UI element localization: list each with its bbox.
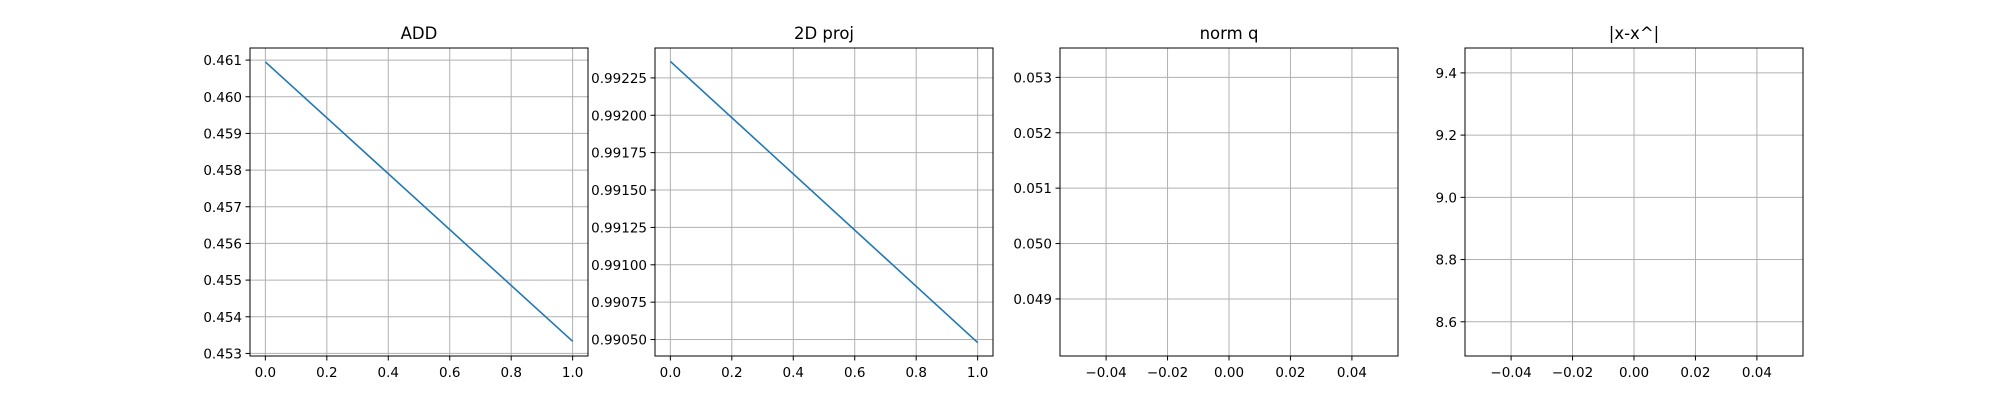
subplot-1: 0.0 0.2 0.4 0.6 0.8 1.0 0.453 0.454 0.455 0.456 0.…	[203, 24, 589, 381]
y-tick-label: 0.99175	[591, 146, 647, 162]
x-tick-label: 1.0	[967, 365, 988, 381]
y-tick-label: 0.453	[203, 346, 242, 362]
x-tick-label: 0.6	[439, 365, 460, 381]
x-tick-label: 0.6	[844, 365, 865, 381]
y-tick-label: 0.460	[203, 90, 242, 106]
y-tick-label: 0.053	[1013, 70, 1052, 86]
subplot-4: −0.04 −0.02 0.00 0.02 0.04 8.6 8.8 9.0 9.2 9.4 |x-…	[1436, 24, 1804, 381]
axes-frame	[249, 47, 589, 357]
axes-frame	[1464, 47, 1804, 357]
y-tick-label: 0.457	[203, 200, 242, 216]
x-tick-label: 0.04	[1337, 365, 1367, 381]
x-tick-label: 0.0	[660, 365, 681, 381]
x-tick-label: −0.04	[1490, 365, 1531, 381]
x-tick-label: 0.00	[1619, 365, 1649, 381]
chart-title: 2D proj	[794, 24, 854, 43]
x-tick-label: 1.0	[562, 365, 583, 381]
y-tick-label: 0.049	[1013, 292, 1052, 308]
x-tick-label: 0.02	[1680, 365, 1710, 381]
axes-frame	[1059, 47, 1399, 357]
y-tick-label: 8.8	[1436, 253, 1457, 269]
y-tick-label: 0.454	[203, 310, 242, 326]
x-tick-label: 0.2	[316, 365, 337, 381]
y-tick-label: 0.99075	[591, 295, 647, 311]
y-tick-label: 0.99100	[591, 258, 647, 274]
y-tick-label: 0.99050	[591, 333, 647, 349]
x-tick-label: −0.02	[1552, 365, 1593, 381]
y-tick-label: 0.050	[1013, 237, 1052, 253]
y-tick-label: 0.458	[203, 163, 242, 179]
y-tick-label: 0.99150	[591, 183, 647, 199]
x-tick-label: 0.4	[378, 365, 399, 381]
subplot-3: −0.04 −0.02 0.00 0.02 0.04 0.049 0.050 0.051 0.0…	[1013, 24, 1399, 381]
y-tick-label: 0.459	[203, 126, 242, 142]
y-tick-label: 0.455	[203, 273, 242, 289]
series-line	[264, 61, 574, 342]
y-tick-label: 0.051	[1013, 181, 1052, 197]
x-tick-label: −0.04	[1085, 365, 1126, 381]
y-tick-label: 9.2	[1436, 128, 1457, 144]
y-tick-label: 0.99200	[591, 108, 647, 124]
y-tick-label: 9.0	[1436, 190, 1457, 206]
chart-title: norm q	[1200, 24, 1259, 43]
y-tick-label: 0.456	[203, 236, 242, 252]
x-tick-label: 0.2	[721, 365, 742, 381]
axes-frame	[654, 47, 994, 357]
y-tick-label: 8.6	[1436, 315, 1457, 331]
chart-title: ADD	[401, 24, 438, 43]
x-tick-label: 0.8	[905, 365, 926, 381]
x-tick-label: 0.04	[1742, 365, 1772, 381]
x-tick-label: 0.0	[255, 365, 276, 381]
x-tick-label: −0.02	[1147, 365, 1188, 381]
y-tick-label: 0.99225	[591, 71, 647, 87]
x-tick-label: 0.8	[500, 365, 521, 381]
chart-title: |x-x^|	[1609, 24, 1659, 43]
y-tick-label: 0.99125	[591, 220, 647, 236]
y-tick-label: 0.461	[203, 53, 242, 69]
y-tick-label: 0.052	[1013, 126, 1052, 142]
x-tick-label: 0.4	[783, 365, 804, 381]
series-line	[669, 60, 979, 344]
x-tick-label: 0.00	[1214, 365, 1244, 381]
subplot-2: 0.0 0.2 0.4 0.6 0.8 1.0 0.99050 0.99075 0.99100 0…	[591, 24, 994, 381]
y-tick-label: 9.4	[1436, 66, 1457, 82]
x-tick-label: 0.02	[1275, 365, 1305, 381]
